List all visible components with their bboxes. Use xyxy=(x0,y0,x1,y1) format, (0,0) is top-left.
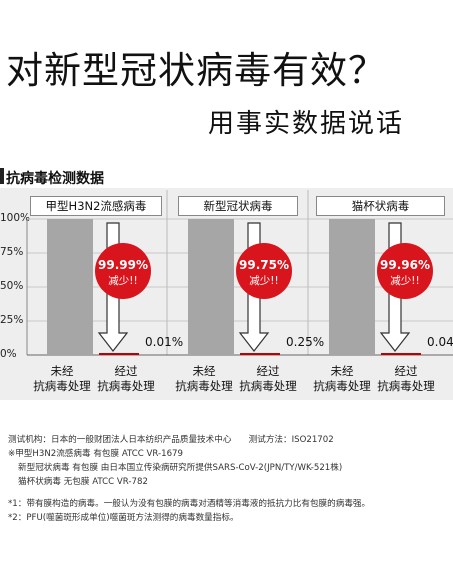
xlabel-line: 抗病毒处理 xyxy=(33,379,91,393)
ytick-50: 50% xyxy=(0,280,24,292)
section-title: 抗病毒检测数据 xyxy=(6,171,104,187)
ytick-25: 25% xyxy=(0,314,24,326)
xlabel-line: 抗病毒处理 xyxy=(175,379,233,393)
subheadline: 用事实数据说话 xyxy=(208,109,405,139)
xlabel-untreated-2: 未经 抗病毒处理 xyxy=(168,364,240,394)
xlabel-line: 经过 xyxy=(394,364,418,378)
headline: 对新型冠状病毒有效？ xyxy=(6,49,386,92)
panel-title-calicivirus: 猫杯状病毒 xyxy=(316,196,445,216)
panel-title-h3n2: 甲型H3N2流感病毒 xyxy=(30,196,162,216)
ytick-0: 0% xyxy=(0,348,17,360)
xlabel-line: 抗病毒处理 xyxy=(313,379,371,393)
strain-note-calicivirus: 猫杯状病毒 无包膜 ATCC VR-782 xyxy=(18,477,148,487)
strain-note-h3n2: ※甲型H3N2流感病毒 有包膜 ATCC VR-1679 xyxy=(8,449,183,459)
xlabel-line: 经过 xyxy=(256,364,280,378)
xlabel-line: 抗病毒处理 xyxy=(239,379,297,393)
section-marker xyxy=(0,168,4,184)
xlabel-line: 未经 xyxy=(50,364,74,378)
xlabel-treated-2: 经过 抗病毒处理 xyxy=(232,364,304,394)
test-org-note: 测试机构：日本的一般财团法人日本纺织产品质量技术中心 测试方法：ISO21702 xyxy=(8,435,334,445)
panel-title-covid: 新型冠状病毒 xyxy=(178,196,298,216)
footnote-2: *2：PFU(噬菌斑形成单位)噬菌斑方法测得的病毒数量指标。 xyxy=(8,513,239,523)
xlabel-line: 未经 xyxy=(192,364,216,378)
ytick-75: 75% xyxy=(0,246,24,258)
ytick-100: 100% xyxy=(0,212,31,224)
xlabel-treated-3: 经过 抗病毒处理 xyxy=(370,364,442,394)
xlabel-treated-1: 经过 抗病毒处理 xyxy=(90,364,162,394)
xlabel-line: 抗病毒处理 xyxy=(97,379,155,393)
xlabel-line: 未经 xyxy=(330,364,354,378)
xlabel-untreated-1: 未经 抗病毒处理 xyxy=(26,364,98,394)
xlabel-untreated-3: 未经 抗病毒处理 xyxy=(306,364,378,394)
xlabel-line: 经过 xyxy=(114,364,138,378)
xlabel-line: 抗病毒处理 xyxy=(377,379,435,393)
footnote-1: *1：带有膜构造的病毒。一般认为没有包膜的病毒对酒精等消毒液的抵抗力比有包膜的病… xyxy=(8,499,371,509)
strain-note-covid: 新型冠状病毒 有包膜 由日本国立传染病研究所提供SARS-CoV-2(JPN/T… xyxy=(18,463,343,473)
